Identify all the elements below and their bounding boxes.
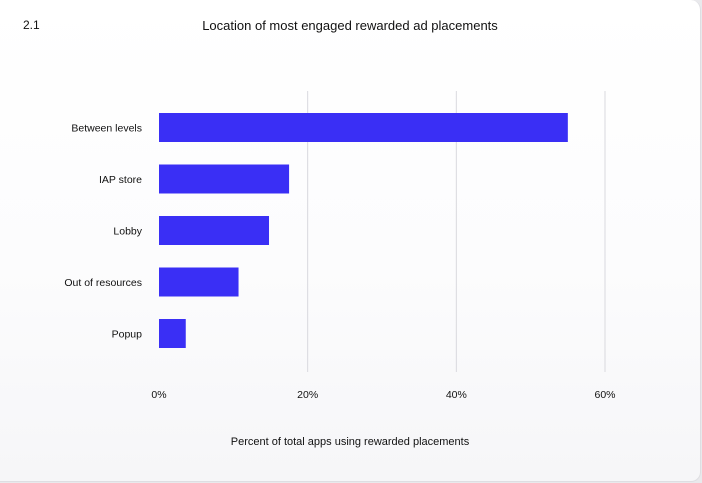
category-label-iap-store: IAP store <box>99 174 142 186</box>
category-label-popup: Popup <box>112 329 143 341</box>
bar-between-levels <box>159 113 568 142</box>
category-labels: Between levels IAP store Lobby Out of resou… <box>64 123 142 341</box>
bar-iap-store <box>159 164 290 194</box>
category-label-lobby: Lobby <box>113 226 142 238</box>
bar-out-of-resources <box>159 267 239 297</box>
x-axis-title: Percent of total apps using rewarded pla… <box>230 436 470 448</box>
figure-number: 2.1 <box>23 18 40 32</box>
x-tick-labels: 0% 20% 40% 60% <box>151 389 615 401</box>
category-label-between-levels: Between levels <box>71 123 142 135</box>
bar-lobby <box>159 216 270 245</box>
x-tick-label: 20% <box>297 389 318 401</box>
chart-title: Location of most engaged rewarded ad pla… <box>202 18 498 33</box>
x-tick-label: 0% <box>151 389 166 401</box>
bar-popup <box>159 319 186 348</box>
category-label-out-of-resources: Out of resources <box>64 277 142 289</box>
x-tick-label: 60% <box>594 389 615 401</box>
x-tick-label: 40% <box>446 389 467 401</box>
bars <box>159 113 568 348</box>
